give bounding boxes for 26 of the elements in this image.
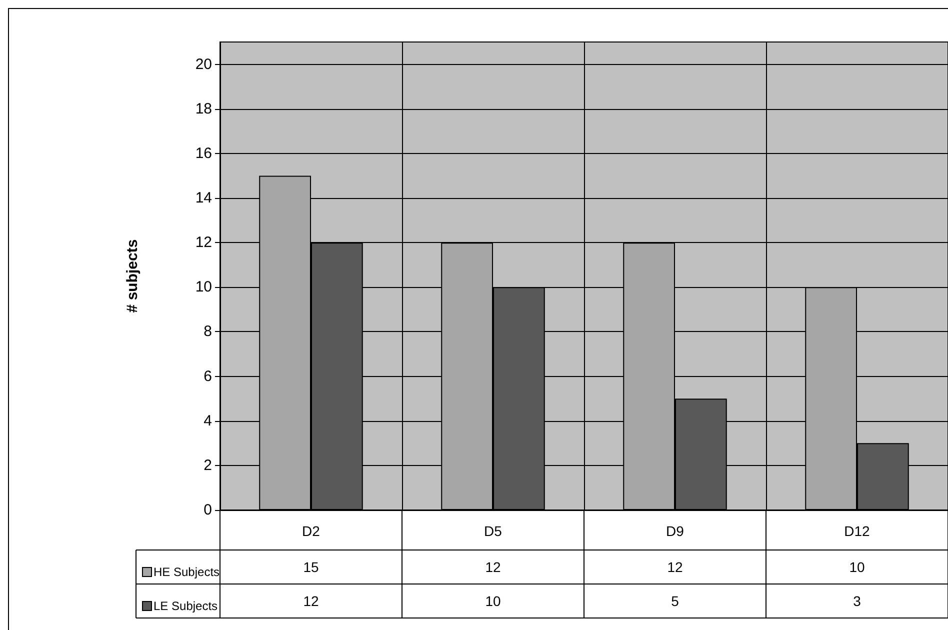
legend-label: HE Subjects — [154, 565, 220, 579]
y-tick-label: 12 — [195, 234, 212, 252]
x-tick-label: D5 — [484, 523, 502, 539]
legend-label: LE Subjects — [154, 599, 218, 613]
y-tick-label: 6 — [204, 368, 212, 385]
data-label: 12 — [303, 593, 319, 609]
y-tick-label: 10 — [195, 278, 212, 296]
x-tick-label: D9 — [666, 523, 684, 539]
y-tick-label: 18 — [195, 100, 212, 118]
data-label: 12 — [667, 559, 683, 575]
data-label: 3 — [853, 593, 862, 609]
data-label: 12 — [485, 559, 501, 575]
y-tick-label: 20 — [195, 56, 212, 73]
x-tick-label: D12 — [844, 523, 870, 539]
data-label: 15 — [303, 559, 319, 575]
y-tick-label: 8 — [204, 323, 212, 340]
y-tick-label: 16 — [195, 144, 212, 162]
y-tick-label: 14 — [195, 190, 212, 206]
data-label: 10 — [485, 593, 501, 609]
y-tick-label: 0 — [204, 502, 212, 518]
y-tick-label: 2 — [204, 456, 212, 474]
y-axis-title: # subjects — [124, 239, 141, 313]
data-label: 5 — [671, 593, 680, 609]
data-label: 10 — [849, 559, 865, 575]
x-tick-label: D2 — [302, 523, 320, 539]
y-tick-label: 4 — [204, 412, 212, 430]
